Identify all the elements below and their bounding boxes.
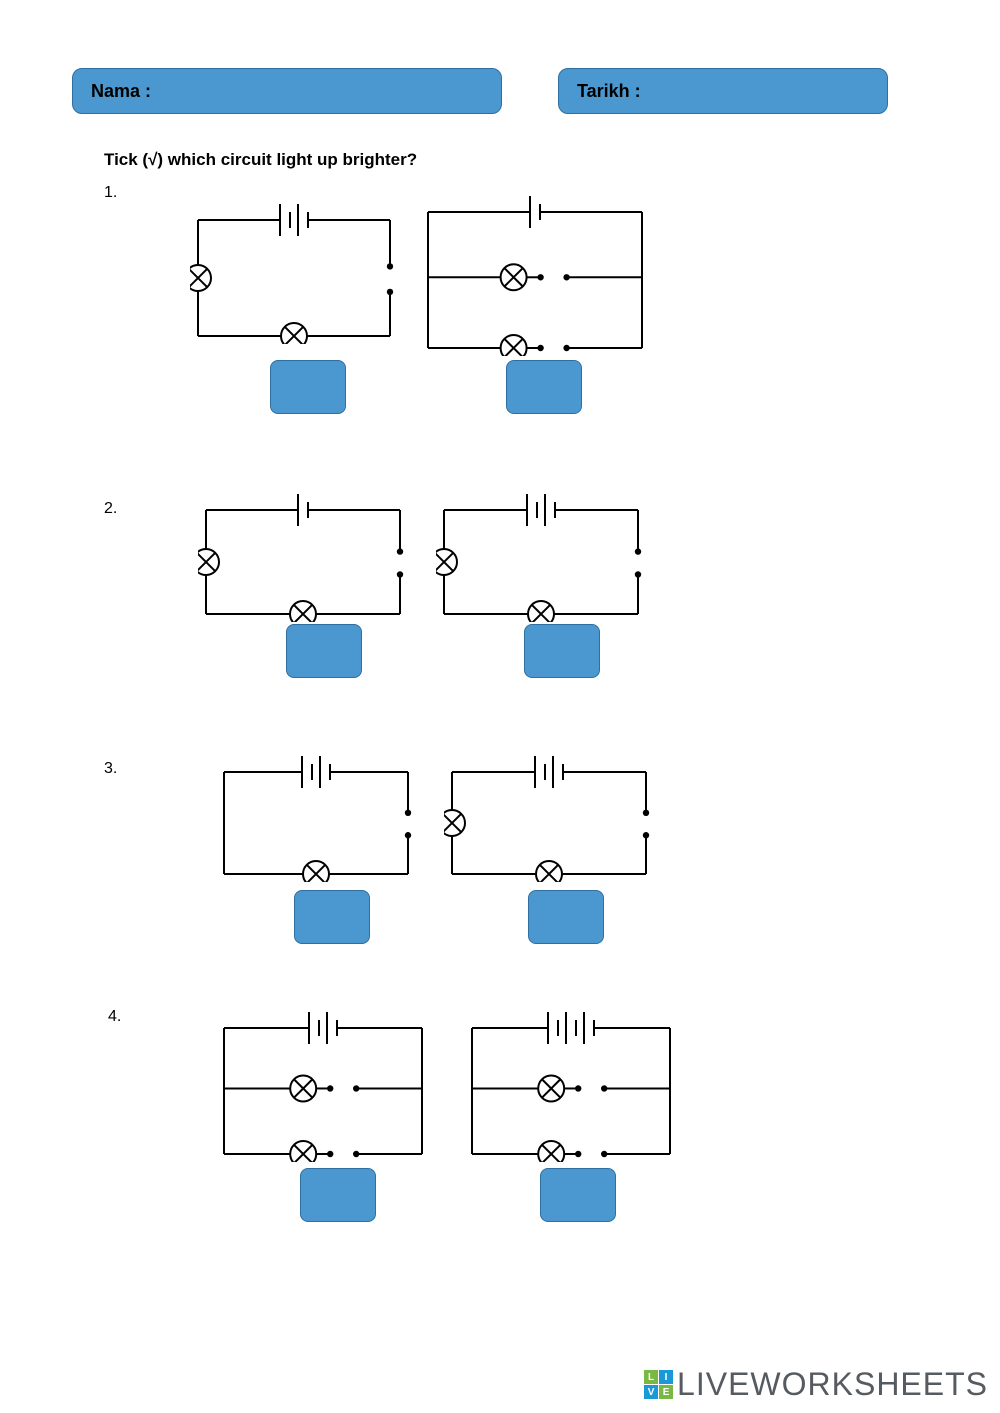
question-number: 3. bbox=[104, 760, 117, 778]
question-number: 2. bbox=[104, 500, 117, 518]
circuit-diagram bbox=[420, 196, 650, 356]
circuit-diagram bbox=[216, 756, 416, 882]
footer-brand: LI VE LIVEWORKSHEETS bbox=[644, 1366, 988, 1403]
circuit-diagram bbox=[444, 756, 654, 882]
circuit-diagram bbox=[216, 1012, 430, 1162]
circuit-diagram bbox=[436, 494, 646, 622]
answer-box[interactable] bbox=[270, 360, 346, 414]
answer-box[interactable] bbox=[506, 360, 582, 414]
answer-box[interactable] bbox=[524, 624, 600, 678]
footer-logo-icon: LI VE bbox=[644, 1370, 673, 1399]
instruction-text: Tick (√) which circuit light up brighter… bbox=[104, 150, 417, 170]
answer-box[interactable] bbox=[528, 890, 604, 944]
answer-box[interactable] bbox=[294, 890, 370, 944]
answer-box[interactable] bbox=[286, 624, 362, 678]
footer-brand-text: LIVEWORKSHEETS bbox=[677, 1366, 988, 1403]
date-field[interactable]: Tarikh : bbox=[558, 68, 888, 114]
name-field[interactable]: Nama : bbox=[72, 68, 502, 114]
circuit-diagram bbox=[464, 1012, 678, 1162]
answer-box[interactable] bbox=[540, 1168, 616, 1222]
answer-box[interactable] bbox=[300, 1168, 376, 1222]
circuit-diagram bbox=[190, 204, 398, 344]
question-number: 4. bbox=[108, 1008, 121, 1026]
question-number: 1. bbox=[104, 184, 117, 202]
name-label: Nama : bbox=[91, 81, 151, 102]
circuit-diagram bbox=[198, 494, 408, 622]
date-label: Tarikh : bbox=[577, 81, 641, 102]
